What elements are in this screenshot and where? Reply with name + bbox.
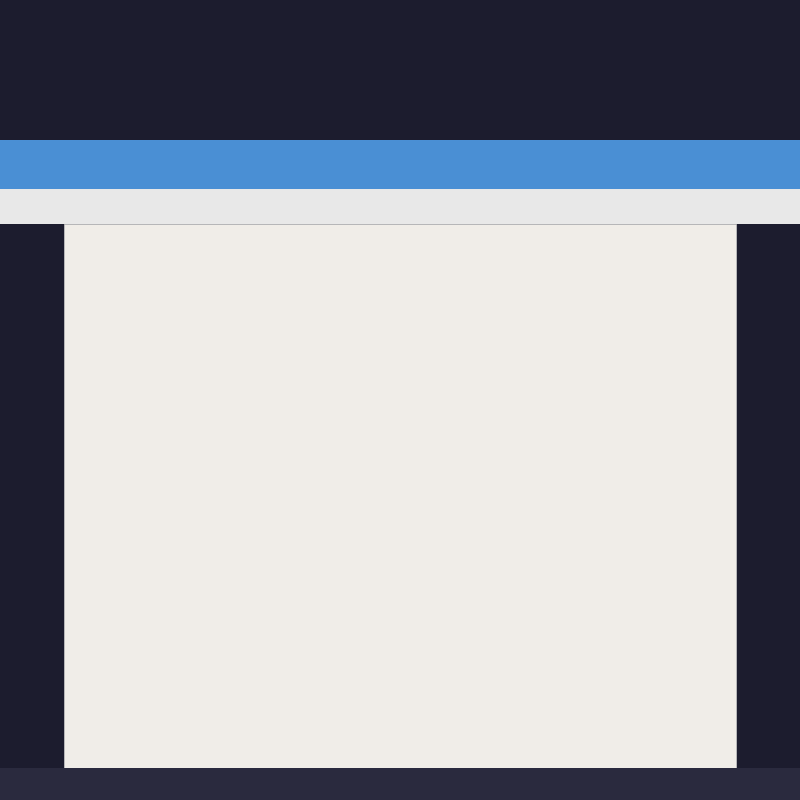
Text: ∠CBE?: ∠CBE? — [414, 268, 457, 281]
Text: (7x + 6)°: (7x + 6)° — [453, 556, 517, 570]
Text: 42°: 42° — [290, 547, 314, 561]
Text: and: and — [365, 321, 410, 339]
Text: 8/variants/233908/take/9/: 8/variants/233908/take/9/ — [65, 204, 191, 214]
Text: Show all necessary work. (Your final solution should be numeric.): Show all necessary work. (Your final sol… — [72, 735, 457, 748]
Text: AC intersected by: AC intersected by — [88, 321, 254, 339]
Text: m: m — [400, 268, 412, 281]
Text: C: C — [704, 601, 716, 619]
Text: B: B — [394, 601, 406, 619]
Text: A: A — [79, 601, 90, 619]
Text: .: . — [512, 321, 518, 339]
Text: E: E — [582, 271, 592, 289]
Text: Question 10: Question 10 — [72, 231, 194, 249]
Text: BE: BE — [465, 321, 489, 339]
Text: D: D — [229, 334, 242, 352]
Text: (5x)°: (5x)° — [377, 469, 412, 483]
Text: Given the information below, what is: Given the information below, what is — [72, 268, 306, 281]
Text: BD: BD — [320, 321, 346, 339]
